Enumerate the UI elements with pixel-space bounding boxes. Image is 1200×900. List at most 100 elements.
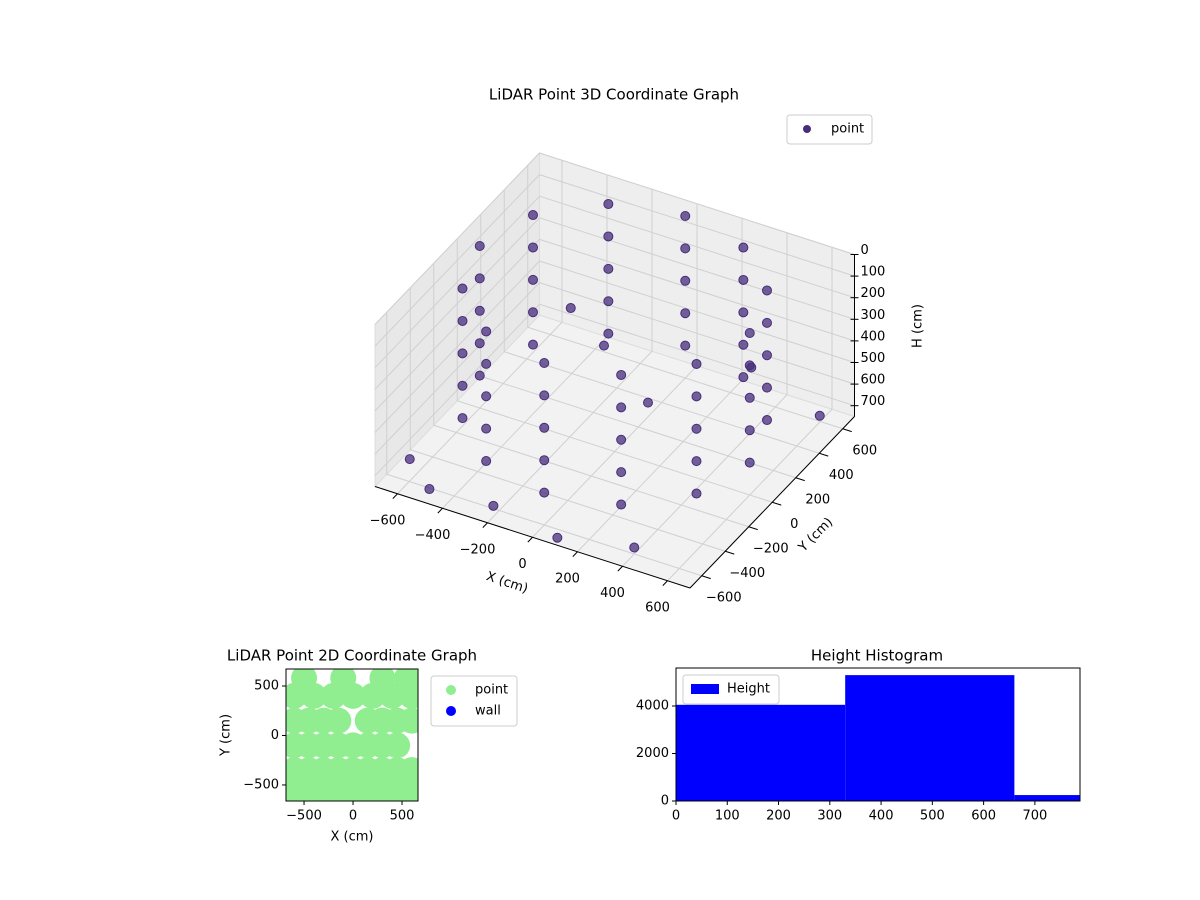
point	[325, 707, 352, 734]
point	[398, 757, 418, 784]
grid-line	[374, 195, 540, 369]
grid-line	[539, 260, 855, 363]
grid-line	[504, 351, 820, 454]
point	[738, 242, 749, 253]
tick-mark	[482, 522, 488, 528]
y-axis-label: Y (cm)	[795, 515, 836, 556]
point	[691, 456, 702, 467]
grid-line	[374, 174, 540, 347]
legend-label: wall	[475, 704, 501, 719]
point	[474, 370, 485, 381]
point	[539, 390, 550, 401]
point	[616, 434, 627, 445]
grid-line	[527, 326, 843, 430]
point	[603, 199, 614, 210]
legend-marker	[803, 125, 811, 133]
point	[474, 305, 485, 316]
tick-mark	[795, 477, 805, 482]
x-tick-label: 200	[555, 571, 580, 586]
plot-area	[286, 669, 418, 801]
grid-line	[539, 195, 855, 299]
point	[680, 211, 691, 221]
legend-marker	[446, 685, 456, 695]
z-tick-label: 100	[861, 265, 886, 280]
x-tick-label: 400	[869, 809, 894, 824]
point	[762, 285, 772, 296]
point	[762, 415, 772, 426]
z-tick-label: 500	[861, 351, 886, 366]
point	[369, 669, 396, 692]
point	[744, 425, 755, 436]
point	[629, 542, 640, 553]
point	[457, 283, 468, 294]
point	[457, 348, 468, 359]
x-tick-label: 0	[672, 809, 680, 824]
point	[691, 423, 702, 434]
point	[738, 339, 749, 350]
legend-box	[682, 674, 780, 705]
legend-swatch	[691, 684, 719, 694]
point	[603, 263, 614, 274]
x-axis-label: X (cm)	[331, 830, 374, 845]
point	[291, 669, 318, 692]
point	[814, 410, 825, 421]
tick-mark	[617, 565, 623, 572]
point	[539, 422, 550, 433]
point	[457, 315, 468, 326]
point	[762, 317, 772, 328]
x-tick-label: 500	[390, 809, 415, 824]
point	[528, 210, 538, 221]
point	[680, 243, 691, 254]
point	[680, 340, 691, 351]
point	[762, 350, 772, 361]
point	[738, 274, 749, 285]
y-tick-label: 2000	[636, 746, 669, 761]
grid-line	[374, 152, 540, 325]
tick-mark	[819, 452, 829, 457]
legend-box	[786, 114, 873, 145]
x-tick-label: −500	[286, 809, 322, 824]
grid-line	[539, 282, 855, 385]
y-tick-label: 0	[661, 794, 669, 809]
point	[457, 413, 468, 424]
point	[599, 340, 609, 351]
point	[746, 362, 757, 373]
point	[762, 382, 772, 393]
x-tick-label: 100	[715, 809, 740, 824]
point	[474, 273, 485, 284]
point	[330, 669, 357, 692]
legend-marker	[446, 706, 456, 716]
y-tick-label: −600	[706, 590, 742, 605]
grid-line	[457, 400, 773, 503]
point	[616, 402, 627, 413]
x-tick-label: 600	[971, 809, 996, 824]
grid-line	[374, 239, 540, 412]
point	[404, 454, 415, 465]
x-tick-label: 200	[766, 809, 791, 824]
point	[603, 296, 614, 307]
x-axis-label: X (cm)	[484, 569, 530, 597]
grid-line	[539, 238, 855, 342]
z-tick-label: 300	[861, 308, 886, 323]
grid-line	[374, 282, 540, 455]
legend-label: point	[475, 683, 508, 698]
tick-mark	[748, 526, 758, 531]
point	[680, 275, 691, 286]
point	[616, 467, 627, 478]
point	[424, 484, 435, 495]
point	[528, 339, 538, 350]
grid-line	[374, 303, 540, 477]
y-tick-label: −400	[729, 566, 765, 581]
point	[481, 456, 492, 467]
tick-mark	[572, 551, 578, 557]
y-tick-label: 0	[271, 728, 279, 743]
grid-line	[539, 303, 855, 407]
point	[616, 369, 627, 380]
point	[691, 358, 702, 369]
x-tick-label: 400	[600, 586, 625, 601]
axes-frame	[675, 667, 1081, 802]
point	[680, 308, 691, 319]
grid-line	[433, 424, 749, 528]
point	[603, 328, 614, 339]
